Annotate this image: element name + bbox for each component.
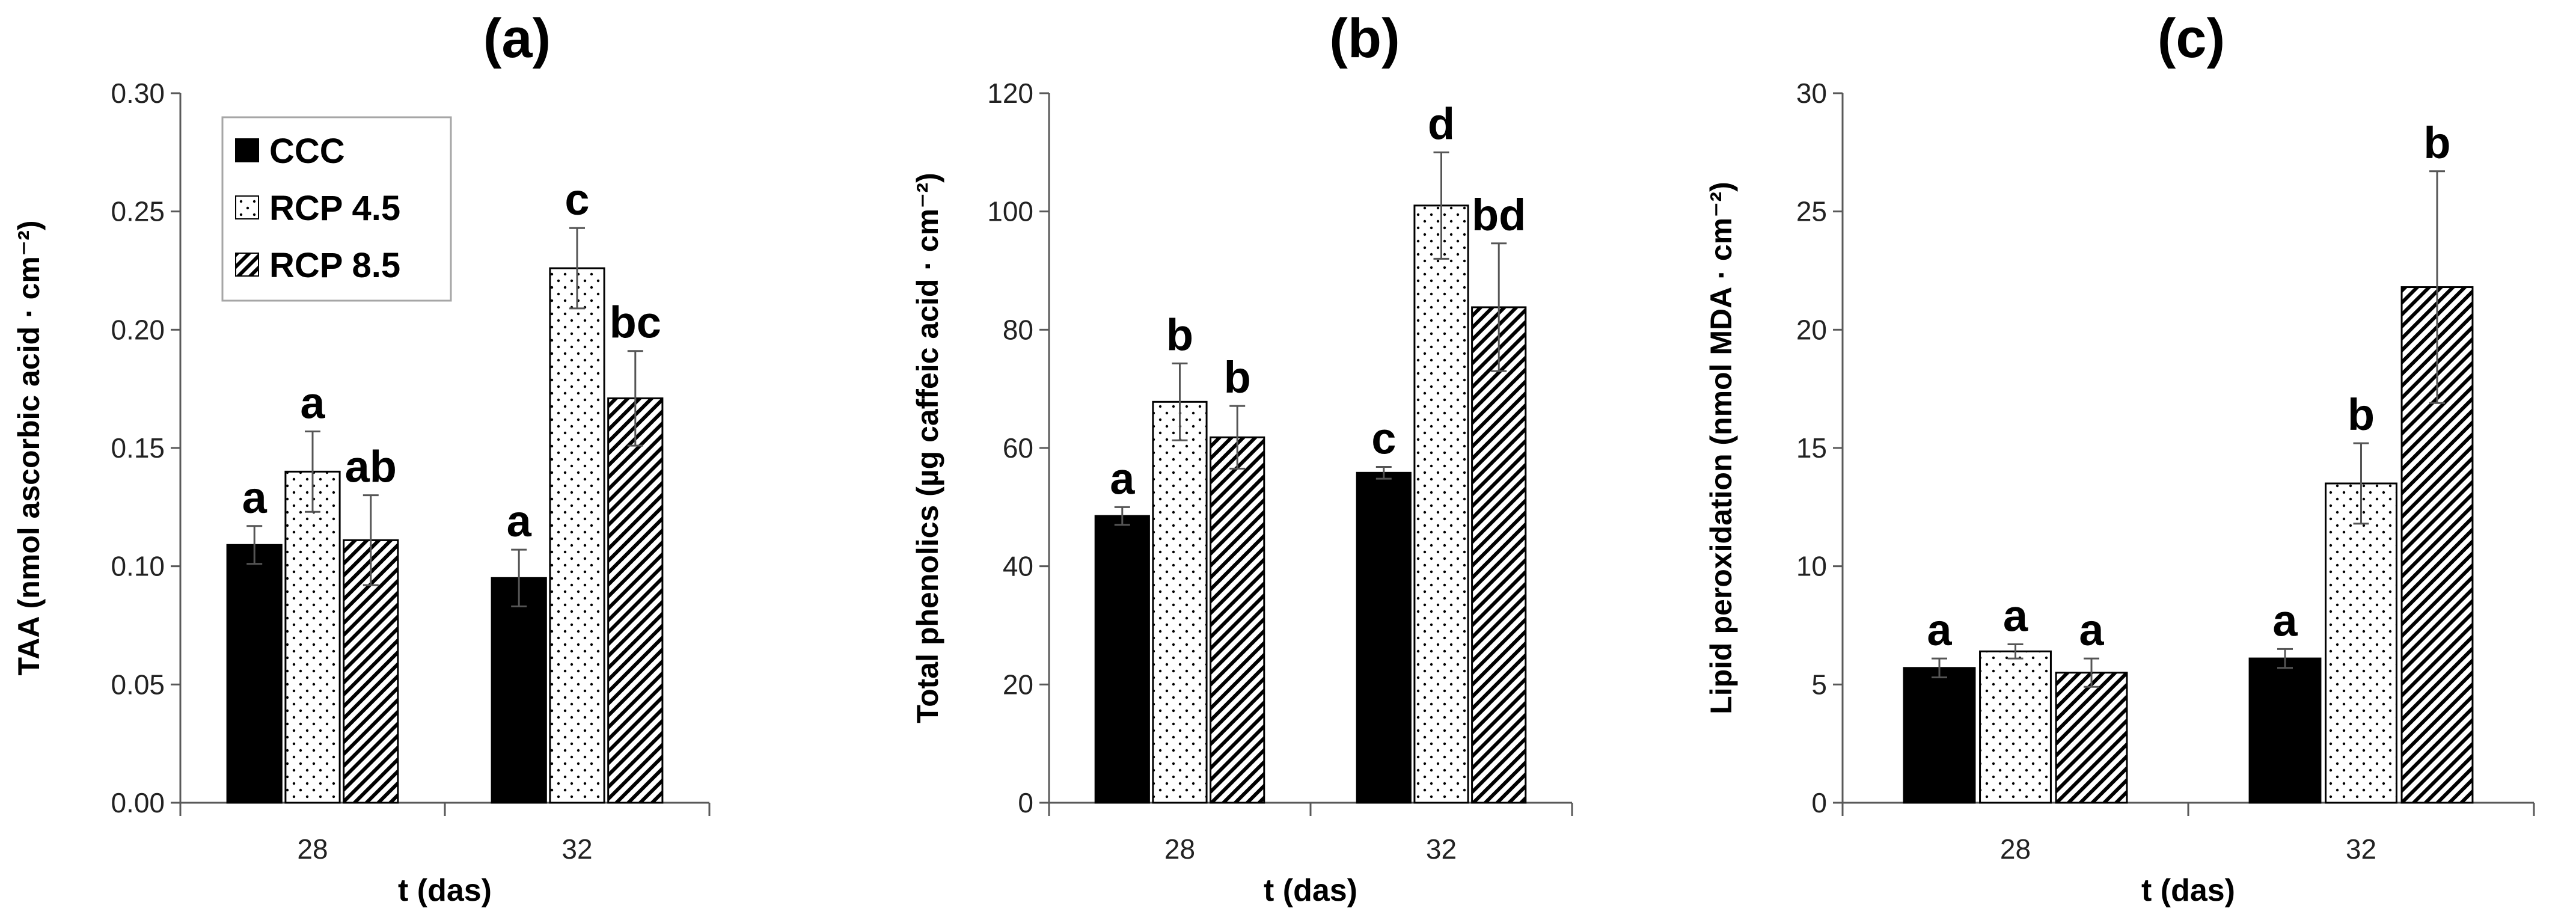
y-tick-label: 0.30	[111, 78, 165, 109]
bar-ccc	[491, 577, 547, 804]
significance-label: c	[1371, 413, 1396, 463]
significance-label: bd	[1472, 190, 1526, 240]
y-axis-title: TAA (nmol ascorbic acid · cm⁻²)	[12, 220, 46, 675]
legend-label: RCP 8.5	[269, 246, 400, 285]
significance-label: b	[1224, 352, 1251, 402]
x-tick-label: 32	[2346, 833, 2376, 865]
bar-rcp-8-5	[607, 397, 664, 804]
bar-rcp-4-5	[1979, 650, 2052, 804]
y-tick-label: 0.15	[111, 432, 165, 464]
significance-label: a	[1110, 453, 1135, 503]
y-tick-label: 0	[1811, 787, 1827, 818]
bar-rcp-4-5	[1413, 204, 1469, 804]
chart-panel-1: (b) 0 20 40 60 80 100 120 t (das) Total phenolics…	[911, 8, 1573, 908]
y-tick-label: 0	[1018, 787, 1033, 818]
bar-ccc	[1356, 471, 1412, 804]
legend-swatch	[235, 138, 259, 162]
x-axis-title: t (das)	[2141, 873, 2235, 908]
x-tick-label: 32	[1426, 833, 1457, 865]
significance-label: c	[564, 174, 589, 224]
significance-label: bc	[610, 298, 661, 348]
significance-label: b	[2423, 118, 2450, 168]
x-tick-label: 28	[1164, 833, 1195, 865]
x-axis-title: t (das)	[398, 873, 492, 908]
panel-title: (b)	[1329, 8, 1400, 69]
y-tick-label: 120	[987, 78, 1033, 109]
y-tick-label: 0.20	[111, 314, 165, 345]
y-tick-label: 0.10	[111, 551, 165, 582]
legend-box	[221, 116, 452, 302]
bar-ccc	[1094, 515, 1150, 804]
legend-swatch	[235, 253, 259, 277]
chart-panel-2: (c) 0 5 10 15 20 25 30 t (das) Lipid peroxidation…	[1704, 8, 2535, 908]
legend-label: RCP 4.5	[269, 189, 400, 228]
legend-label: CCC	[269, 132, 345, 171]
bar-rcp-4-5	[284, 470, 341, 804]
bar-rcp-8-5	[1210, 436, 1265, 804]
y-tick-label: 0.05	[111, 669, 165, 700]
y-tick-label: 40	[1003, 551, 1033, 582]
charts-layer: (a) 0.00 0.05 0.10 0.15 0.20 0.25 0.30 t (das) TA…	[12, 8, 2535, 908]
bar-ccc	[2248, 657, 2322, 804]
bar-rcp-4-5	[549, 267, 605, 804]
panel-title: (c)	[2158, 8, 2225, 69]
y-tick-label: 20	[1796, 314, 1827, 345]
significance-label: b	[1166, 310, 1193, 360]
y-tick-label: 30	[1796, 78, 1827, 109]
y-tick-label: 60	[1003, 432, 1033, 464]
significance-label: ab	[345, 442, 397, 492]
y-tick-label: 100	[987, 196, 1033, 227]
y-tick-label: 20	[1003, 669, 1033, 700]
bar-rcp-8-5	[2055, 672, 2128, 804]
y-axis-title: Lipid peroxidation (nmol MDA · cm⁻²)	[1704, 182, 1738, 714]
y-axis-title: Total phenolics (µg caffeic acid · cm⁻²)	[911, 173, 944, 723]
significance-label: a	[242, 473, 268, 523]
x-axis-title: t (das)	[1264, 873, 1357, 908]
x-tick-label: 28	[297, 833, 328, 865]
legend: CCC RCP 4.5 RCP 8.5	[221, 116, 452, 302]
y-tick-label: 0.25	[111, 196, 165, 227]
chart-panel-0: (a) 0.00 0.05 0.10 0.15 0.20 0.25 0.30 t (das) TA…	[12, 8, 711, 908]
significance-label: b	[2348, 390, 2375, 440]
y-tick-label: 10	[1796, 551, 1827, 582]
significance-label: a	[300, 378, 325, 428]
bar-rcp-8-5	[1471, 306, 1527, 804]
bar-ccc	[226, 544, 283, 804]
significance-label: a	[2272, 595, 2298, 645]
significance-label: d	[1428, 99, 1455, 149]
bar-rcp-4-5	[1152, 400, 1208, 804]
significance-label: a	[2079, 605, 2104, 655]
y-tick-label: 15	[1796, 432, 1827, 464]
significance-label: a	[507, 496, 532, 546]
bar-rcp-4-5	[2325, 482, 2397, 804]
y-tick-label: 80	[1003, 314, 1033, 345]
y-tick-label: 5	[1811, 669, 1827, 700]
x-tick-label: 32	[561, 833, 592, 865]
panel-title: (a)	[483, 8, 551, 69]
x-tick-label: 28	[2000, 833, 2031, 865]
legend-swatch	[235, 195, 259, 219]
significance-label: a	[2003, 590, 2028, 640]
bar-ccc	[1903, 667, 1976, 804]
y-tick-label: 0.00	[111, 787, 165, 818]
significance-label: a	[1927, 605, 1952, 655]
y-tick-label: 25	[1796, 196, 1827, 227]
